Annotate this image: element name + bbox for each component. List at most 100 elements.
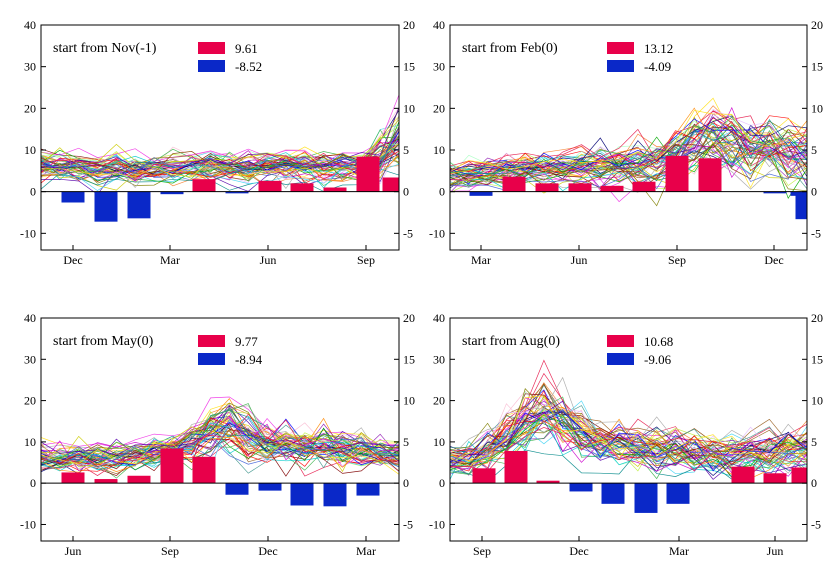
bar xyxy=(472,468,496,484)
x-tick-label: Jun xyxy=(767,544,784,558)
legend-value-negative: -9.06 xyxy=(644,352,672,367)
x-tick-label: Dec xyxy=(63,253,82,267)
series-line xyxy=(41,140,399,195)
y-tick-label-left: 10 xyxy=(24,143,36,157)
plot-frame xyxy=(449,317,808,542)
x-tick-label: Jun xyxy=(65,544,82,558)
series-line xyxy=(450,395,807,462)
series-line xyxy=(41,143,399,178)
legend-value-positive: 13.12 xyxy=(644,41,673,56)
series-line xyxy=(41,136,399,181)
bar xyxy=(192,179,216,192)
series-line xyxy=(41,431,399,473)
x-tick-label: Jun xyxy=(260,253,277,267)
legend-value-negative: -8.94 xyxy=(235,352,263,367)
y-tick-label-right: 0 xyxy=(811,476,817,490)
series-line xyxy=(450,403,807,461)
bar xyxy=(763,473,787,484)
x-tick-label: Sep xyxy=(161,544,179,558)
bar xyxy=(763,191,787,194)
bar xyxy=(666,483,690,504)
legend-swatch-negative xyxy=(607,353,634,365)
series-line xyxy=(450,110,807,173)
series-line xyxy=(450,146,807,203)
legend-swatch-negative xyxy=(198,353,225,365)
bar xyxy=(698,158,722,192)
bar xyxy=(94,479,118,484)
y-tick-label-right: 15 xyxy=(403,60,415,74)
y-tick-label-left: 40 xyxy=(433,18,445,32)
panel-label: start from Aug(0) xyxy=(462,334,560,349)
series-line xyxy=(450,411,807,476)
y-tick-label-left: 20 xyxy=(433,394,445,408)
legend-swatch-positive xyxy=(607,335,634,347)
series-line xyxy=(41,107,399,170)
series-line xyxy=(450,154,807,193)
y-tick-label-right: 0 xyxy=(403,185,409,199)
series-line xyxy=(450,414,807,471)
bar xyxy=(634,483,658,513)
series-line xyxy=(450,116,807,173)
y-tick-label-right: 10 xyxy=(403,394,415,408)
x-tick-label: Mar xyxy=(160,253,180,267)
y-tick-label-left: 20 xyxy=(24,394,36,408)
bar xyxy=(94,191,118,222)
chart-panel-1: 40 30 20 10 0 -10 20 15 10 5 0 -5 Dec Mar Jun Sep start … xyxy=(20,18,415,267)
y-tick-label-left: 10 xyxy=(433,143,445,157)
bar xyxy=(504,450,528,484)
bar xyxy=(356,483,380,496)
y-tick-label-left: -10 xyxy=(429,517,445,531)
series-line xyxy=(450,383,807,465)
series-line xyxy=(41,131,399,178)
legend-value-positive: 9.61 xyxy=(235,41,258,56)
bar xyxy=(160,191,184,195)
bar xyxy=(469,191,493,196)
bar xyxy=(502,176,526,192)
plot-frame xyxy=(40,24,400,251)
y-tick-label-left: 20 xyxy=(24,101,36,115)
bar xyxy=(795,480,807,484)
series-line xyxy=(450,118,807,177)
x-tick-label: Dec xyxy=(258,544,277,558)
bar xyxy=(600,185,624,192)
y-tick-label-left: 30 xyxy=(24,60,36,74)
y-tick-label-left: 30 xyxy=(433,60,445,74)
y-tick-label-left: 40 xyxy=(24,311,36,325)
plot-frame xyxy=(449,24,808,251)
bar xyxy=(323,483,347,507)
series-line xyxy=(450,109,807,179)
x-tick-label: Mar xyxy=(669,544,689,558)
y-tick-label-right: 20 xyxy=(811,311,823,325)
x-tick-label: Jun xyxy=(571,253,588,267)
series-line xyxy=(450,403,807,472)
y-tick-label-right: 10 xyxy=(811,394,823,408)
bar xyxy=(290,483,314,506)
series-line xyxy=(41,424,399,465)
y-tick-label-left: 40 xyxy=(24,18,36,32)
y-tick-label-right: 20 xyxy=(403,311,415,325)
series-line xyxy=(41,152,399,191)
y-tick-label-right: 10 xyxy=(811,101,823,115)
legend-value-negative: -4.09 xyxy=(644,59,671,74)
plot-frame xyxy=(40,317,400,542)
y-tick-label-left: 30 xyxy=(24,352,36,366)
y-tick-label-right: 0 xyxy=(403,476,409,490)
y-tick-label-right: -5 xyxy=(811,517,821,531)
y-tick-label-left: 20 xyxy=(433,101,445,115)
legend-value-negative: -8.52 xyxy=(235,59,262,74)
y-tick-label-right: 5 xyxy=(811,143,817,157)
legend-value-positive: 9.77 xyxy=(235,334,258,349)
bar xyxy=(160,448,184,484)
bar xyxy=(356,156,380,192)
bar xyxy=(665,155,689,192)
series-lines xyxy=(450,359,807,484)
bar xyxy=(192,456,216,484)
bar xyxy=(290,183,314,192)
series-line xyxy=(41,408,399,466)
chart-panel-3: 40 30 20 10 0 -10 20 15 10 5 0 -5 Jun Sep Dec Mar start … xyxy=(20,311,415,558)
legend-swatch-negative xyxy=(607,60,634,72)
bar xyxy=(61,191,85,203)
y-tick-label-right: 5 xyxy=(403,435,409,449)
series-line xyxy=(450,411,807,477)
y-tick-label-left: 40 xyxy=(433,311,445,325)
